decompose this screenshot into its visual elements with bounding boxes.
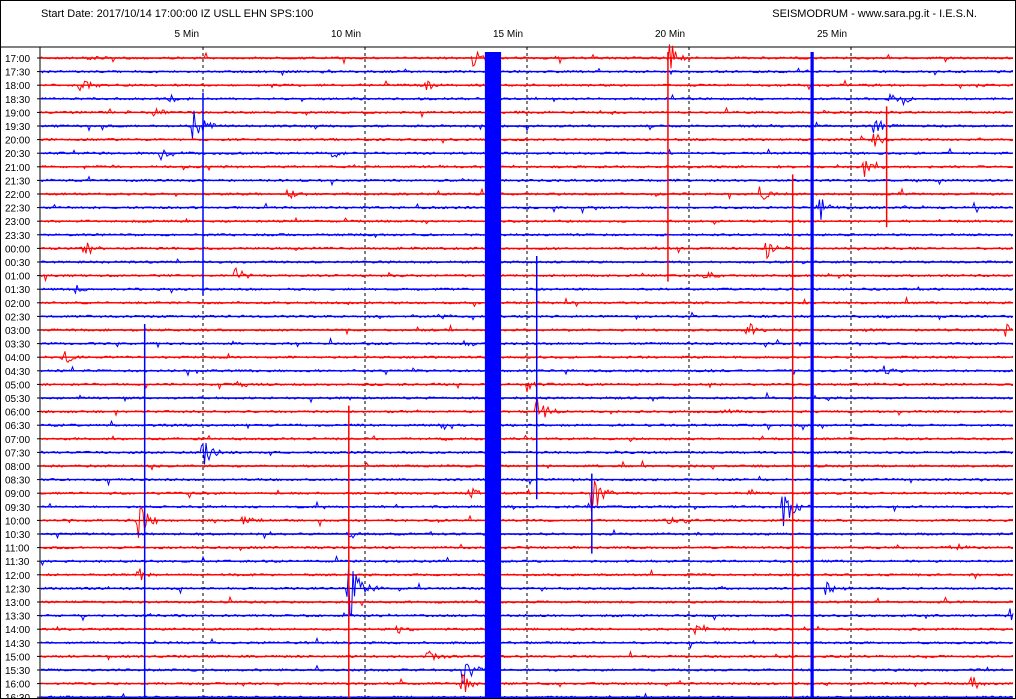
row-time-label: 06:00 xyxy=(5,408,30,419)
row-time-label: 13:00 xyxy=(5,598,30,609)
row-time-label: 20:00 xyxy=(5,136,30,147)
row-time-label: 14:30 xyxy=(5,639,30,650)
row-time-label: 19:30 xyxy=(5,122,30,133)
row-time-label: 15:30 xyxy=(5,666,30,677)
row-time-label: 16:30 xyxy=(5,693,30,698)
start-date-header: Start Date: 2017/10/14 17:00:00 IZ USLL … xyxy=(41,8,314,20)
minute-tick-label: 10 Min xyxy=(331,29,361,40)
row-time-label: 22:30 xyxy=(5,204,30,215)
row-time-label: 17:30 xyxy=(5,68,30,79)
row-time-label: 08:00 xyxy=(5,462,30,473)
row-time-label: 18:30 xyxy=(5,95,30,106)
minute-tick-label: 15 Min xyxy=(493,29,523,40)
source-credit-header: SEISMODRUM - www.sara.pg.it - I.E.S.N. xyxy=(772,8,977,20)
row-time-label: 11:30 xyxy=(5,557,30,568)
row-time-label: 19:00 xyxy=(5,108,30,119)
trace-layer xyxy=(40,44,1014,698)
row-time-label: 00:30 xyxy=(5,258,30,269)
row-time-label: 22:00 xyxy=(5,190,30,201)
row-time-label: 03:00 xyxy=(5,326,30,337)
row-time-label: 17:00 xyxy=(5,54,30,65)
row-time-label: 08:30 xyxy=(5,476,30,487)
row-time-label: 14:00 xyxy=(5,625,30,636)
row-time-label: 03:30 xyxy=(5,340,30,351)
row-time-label: 15:00 xyxy=(5,652,30,663)
row-time-label: 21:30 xyxy=(5,176,30,187)
row-time-label: 16:00 xyxy=(5,680,30,691)
row-time-label: 07:30 xyxy=(5,448,30,459)
row-time-label: 04:00 xyxy=(5,353,30,364)
row-time-label: 18:00 xyxy=(5,81,30,92)
row-time-label: 05:30 xyxy=(5,394,30,405)
row-time-label: 07:00 xyxy=(5,435,30,446)
row-time-label: 21:00 xyxy=(5,163,30,174)
row-time-label: 20:30 xyxy=(5,149,30,160)
minute-tick-label: 25 Min xyxy=(817,29,847,40)
label-layer: 5 Min 10 Min 15 Min 20 Min 25 Min 17:00 17:30 1… xyxy=(5,29,847,698)
row-time-label: 02:00 xyxy=(5,299,30,310)
minute-tick-label: 20 Min xyxy=(655,29,685,40)
trace-row xyxy=(40,475,1014,487)
row-time-label: 06:30 xyxy=(5,421,30,432)
row-time-label: 01:30 xyxy=(5,285,30,296)
row-time-label: 10:30 xyxy=(5,530,30,541)
minute-tick-label: 5 Min xyxy=(175,29,199,40)
grid-layer xyxy=(1,46,1015,698)
saturated-band xyxy=(484,52,502,698)
row-time-label: 00:00 xyxy=(5,244,30,255)
row-time-label: 02:30 xyxy=(5,312,30,323)
row-time-label: 09:30 xyxy=(5,503,30,514)
row-time-label: 04:30 xyxy=(5,367,30,378)
saturated-band xyxy=(810,52,814,698)
row-time-label: 10:00 xyxy=(5,516,30,527)
row-time-label: 11:00 xyxy=(5,544,30,555)
row-time-label: 05:00 xyxy=(5,380,30,391)
row-time-label: 23:00 xyxy=(5,217,30,228)
row-time-label: 09:00 xyxy=(5,489,30,500)
row-time-label: 23:30 xyxy=(5,231,30,242)
row-time-label: 13:30 xyxy=(5,612,30,623)
row-time-label: 12:00 xyxy=(5,571,30,582)
row-time-label: 01:00 xyxy=(5,272,30,283)
trace-row xyxy=(40,434,1014,443)
row-time-label: 12:30 xyxy=(5,584,30,595)
